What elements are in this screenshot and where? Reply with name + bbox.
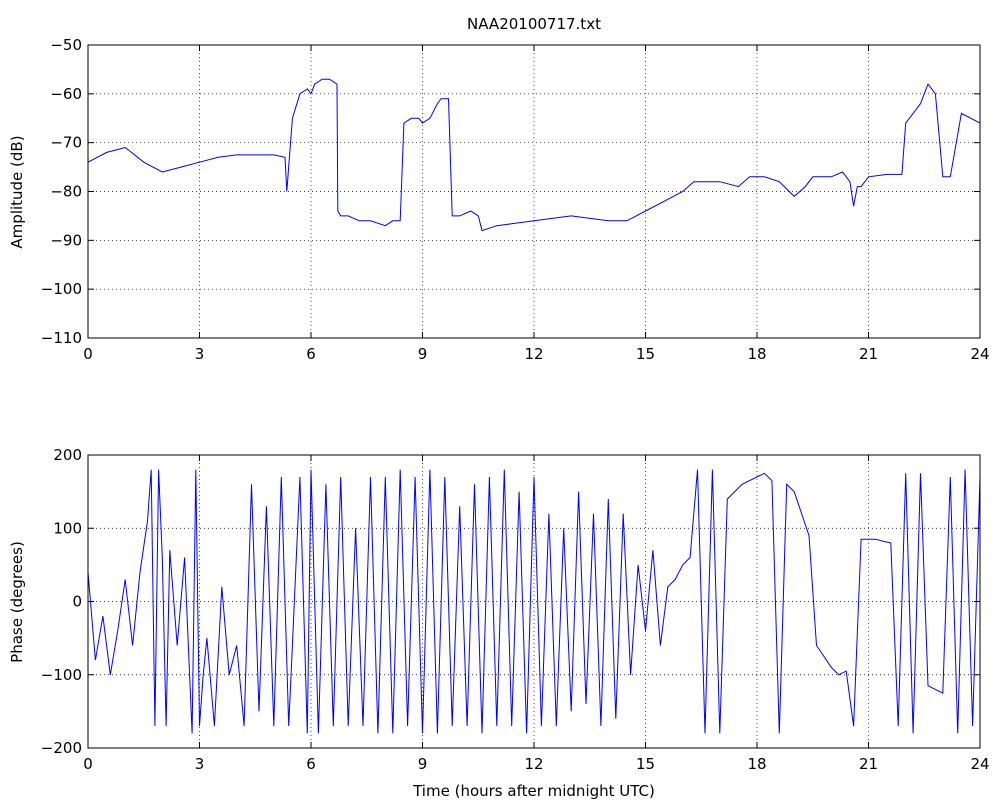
phase-y-tick-label: 0 <box>72 593 82 611</box>
amplitude-x-tick-label: 0 <box>83 345 93 363</box>
phase-y-tick-label: 100 <box>53 519 82 537</box>
phase-y-tick-label: 200 <box>53 446 82 464</box>
phase-x-tick-label: 12 <box>524 755 543 773</box>
amplitude-y-tick-label: −100 <box>41 280 82 298</box>
phase-x-tick-label: 15 <box>636 755 655 773</box>
phase-y-tick-label: −100 <box>41 666 82 684</box>
amplitude-y-tick-label: −90 <box>50 231 82 249</box>
phase-x-tick-label: 6 <box>306 755 316 773</box>
amplitude-x-tick-label: 9 <box>418 345 428 363</box>
phase-x-tick-label: 9 <box>418 755 428 773</box>
amplitude-x-tick-label: 24 <box>970 345 989 363</box>
amplitude-y-axis-label: Amplitude (dB) <box>8 135 26 248</box>
amplitude-x-tick-label: 6 <box>306 345 316 363</box>
phase-y-axis-label: Phase (degrees) <box>8 541 26 663</box>
phase-x-axis-label: Time (hours after midnight UTC) <box>412 782 655 800</box>
phase-x-tick-label: 0 <box>83 755 93 773</box>
amplitude-x-tick-label: 21 <box>859 345 878 363</box>
amplitude-y-tick-label: −60 <box>50 85 82 103</box>
phase-line <box>87 469 981 734</box>
amplitude-y-tick-label: −50 <box>50 36 82 54</box>
amplitude-line <box>87 78 981 232</box>
amplitude-axes: 0 3 6 9 12 15 18 21 24 −50 −60 −70 −80 −90 −100 −110 NA… <box>8 15 990 363</box>
phase-x-tick-label: 21 <box>859 755 878 773</box>
amplitude-x-tick-label: 3 <box>195 345 205 363</box>
phase-y-tick-label: −200 <box>41 739 82 757</box>
phase-x-tick-label: 18 <box>747 755 766 773</box>
amplitude-x-tick-label: 18 <box>747 345 766 363</box>
amplitude-x-tick-label: 15 <box>636 345 655 363</box>
amplitude-y-tick-label: −110 <box>41 329 82 347</box>
amplitude-y-tick-label: −70 <box>50 134 82 152</box>
amplitude-plot-area <box>88 45 980 338</box>
amplitude-ticks: 0 3 6 9 12 15 18 21 24 −50 −60 −70 −80 −90 −100 −110 <box>41 36 990 363</box>
phase-plot-area <box>88 455 980 748</box>
phase-x-tick-label: 24 <box>970 755 989 773</box>
amplitude-grid <box>88 45 980 338</box>
amplitude-x-tick-label: 12 <box>524 345 543 363</box>
phase-x-tick-label: 3 <box>195 755 205 773</box>
phase-ticks: 0 3 6 9 12 15 18 21 24 200 100 0 −100 −200 <box>41 446 990 773</box>
amplitude-chart-title: NAA20100717.txt <box>467 15 601 33</box>
amplitude-y-tick-label: −80 <box>50 183 82 201</box>
phase-axes: 0 3 6 9 12 15 18 21 24 200 100 0 −100 −200 Time (hour… <box>8 446 990 800</box>
